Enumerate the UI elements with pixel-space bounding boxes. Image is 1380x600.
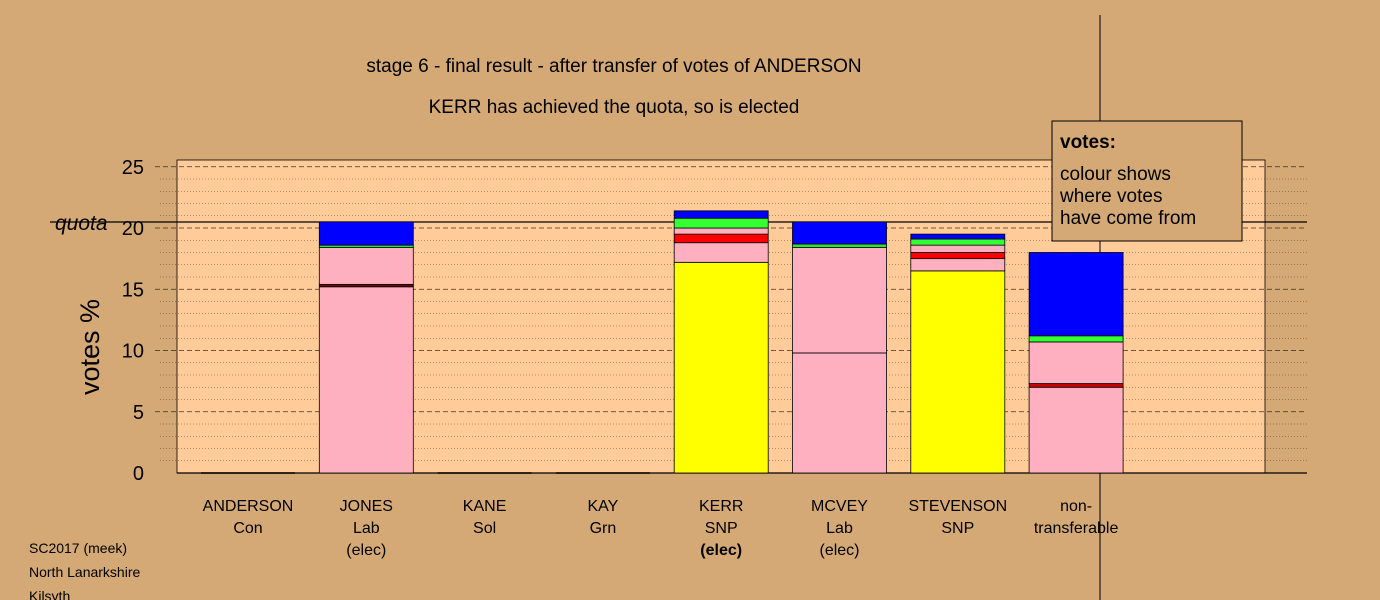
legend-title: votes: — [1060, 132, 1116, 153]
bar-segment — [792, 352, 887, 474]
y-tick-label: 0 — [133, 463, 144, 485]
bars — [201, 210, 1124, 474]
x-axis-labels: ANDERSON Con JONES Lab (elec) KANE Sol KAY Grn KE… — [203, 498, 1119, 559]
legend-box — [1051, 120, 1243, 242]
category-label: KERR — [699, 498, 743, 515]
bar-segment — [1028, 252, 1124, 337]
status-label: (elec) — [819, 542, 859, 559]
party-label: Con — [233, 520, 262, 537]
footer-line-1: SC2017 (meek) — [29, 540, 127, 556]
bar-segment — [792, 221, 887, 245]
party-label: Lab — [826, 520, 853, 537]
category-label: non- — [1060, 498, 1092, 515]
party-label: Sol — [473, 520, 496, 537]
bar-stevenson — [910, 233, 1006, 474]
bar-segment — [1028, 335, 1124, 343]
y-tick-label: 15 — [122, 279, 144, 301]
bar-segment — [910, 238, 1006, 246]
bar-segment — [910, 270, 1006, 474]
party-label: Grn — [590, 520, 617, 537]
legend-line-1: colour shows — [1060, 164, 1171, 185]
party-label: Lab — [353, 520, 380, 537]
status-label: (elec) — [700, 542, 742, 559]
y-tick-label: 25 — [122, 157, 144, 179]
bar-kerr — [673, 210, 769, 474]
footer-line-2: North Lanarkshire — [29, 564, 140, 580]
category-label: KAY — [587, 498, 618, 515]
bar-segment — [910, 244, 1006, 253]
y-axis-ticks: 0 5 10 15 20 25 — [122, 157, 144, 485]
y-tick-label: 5 — [133, 402, 144, 424]
bar-segment — [318, 247, 414, 285]
bar-segment — [792, 243, 887, 249]
bar-segment — [1028, 383, 1124, 388]
category-label: STEVENSON — [908, 498, 1007, 515]
y-tick-label: 20 — [122, 218, 144, 240]
bar-segment — [673, 217, 769, 229]
category-label: JONES — [340, 498, 393, 515]
quota-label: quota — [55, 212, 108, 235]
bar-segment — [673, 233, 769, 244]
y-tick-label: 10 — [122, 341, 144, 363]
bar-segment — [1028, 386, 1124, 474]
y-axis-label: votes % — [75, 299, 105, 395]
bar-segment — [910, 233, 1006, 240]
bar-segment — [910, 258, 1006, 272]
party-label: SNP — [705, 520, 738, 537]
bar-segment — [673, 261, 769, 474]
bar-segment — [792, 247, 887, 354]
category-label: ANDERSON — [203, 498, 294, 515]
chart-title: stage 6 - final result - after transfer … — [366, 56, 861, 77]
bar-segment — [673, 242, 769, 263]
bar-jones — [318, 221, 414, 474]
bar-non — [1028, 252, 1124, 474]
footer-line-3: Kilsyth — [29, 588, 70, 600]
party-label: SNP — [941, 520, 974, 537]
category-label: MCVEY — [811, 498, 868, 515]
status-label: (elec) — [346, 542, 386, 559]
legend: votes: colour shows where votes have com… — [1051, 120, 1243, 242]
category-label: KANE — [463, 498, 507, 515]
bar-segment — [910, 252, 1006, 260]
bar-segment — [318, 286, 414, 474]
bar-mcvey — [792, 221, 887, 474]
legend-line-2: where votes — [1059, 186, 1162, 207]
chart-subtitle: KERR has achieved the quota, so is elect… — [429, 97, 800, 118]
bar-segment — [1028, 341, 1124, 384]
legend-line-3: have come from — [1060, 208, 1196, 229]
bar-segment — [673, 210, 769, 219]
bar-segment — [673, 227, 769, 235]
bar-segment — [318, 221, 414, 246]
party-label: transferable — [1034, 520, 1119, 537]
